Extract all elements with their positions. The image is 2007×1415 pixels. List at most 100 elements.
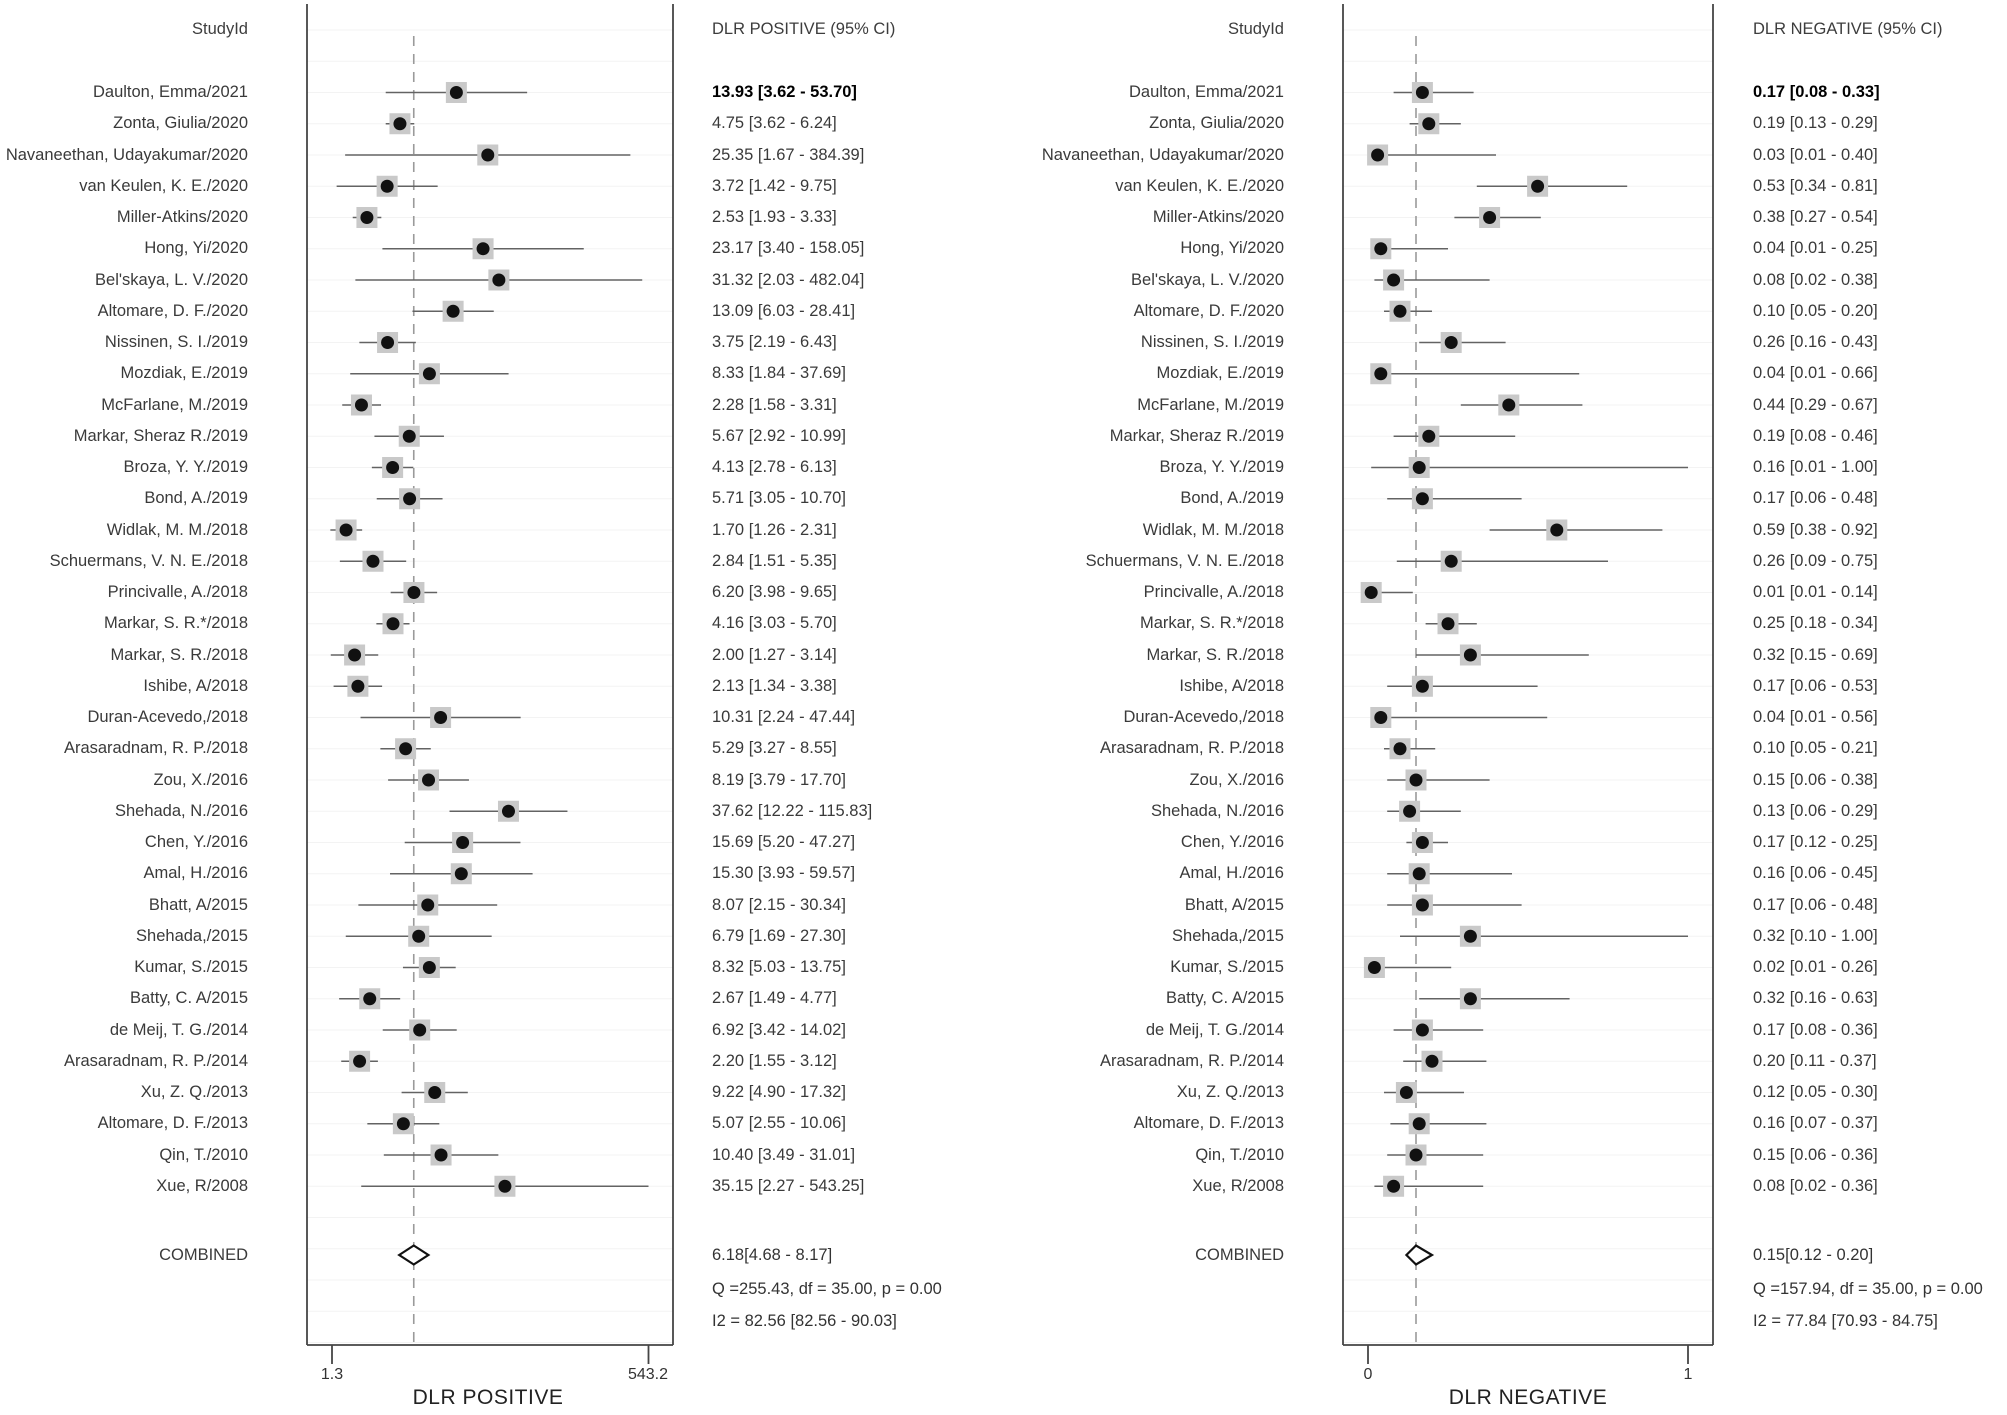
point-estimate-marker — [399, 742, 413, 756]
study-label: Bhatt, A/2015 — [148, 895, 248, 914]
study-label: van Keulen, K. E./2020 — [79, 176, 248, 195]
study-estimate-value: 2.00 [1.27 - 3.14] — [712, 645, 837, 664]
study-label: Altomare, D. F./2013 — [1133, 1114, 1284, 1133]
study-label: Mozdiak, E./2019 — [1156, 364, 1285, 383]
study-estimate-value: 2.67 [1.49 - 4.77] — [712, 989, 837, 1008]
point-estimate-marker — [428, 1086, 442, 1099]
point-estimate-marker — [1483, 211, 1497, 224]
point-estimate-marker — [1409, 773, 1423, 787]
study-estimate-value: 10.40 [3.49 - 31.01] — [712, 1145, 856, 1164]
study-label: Zou, X./2016 — [153, 770, 248, 789]
right-values-header: DLR NEGATIVE (95% CI) — [1753, 20, 1943, 38]
left-studyid-header: StudyId — [192, 20, 248, 38]
right-axis-tick-max: 1 — [1683, 1366, 1693, 1383]
study-estimate-value: 13.93 [3.62 - 53.70] — [712, 83, 857, 101]
study-estimate-value: 4.16 [3.03 - 5.70] — [712, 614, 837, 633]
study-estimate-value: 25.35 [1.67 - 384.39] — [712, 145, 865, 164]
point-estimate-marker — [1393, 742, 1407, 756]
point-estimate-marker — [1387, 1179, 1401, 1193]
point-estimate-marker — [413, 1023, 427, 1037]
study-label: Nissinen, S. I./2019 — [1140, 333, 1284, 351]
study-estimate-value: 0.26 [0.16 - 0.43] — [1753, 333, 1878, 351]
study-label: Hong, Yi/2020 — [144, 239, 248, 258]
left-axis-tick-min: 1.3 — [320, 1366, 344, 1383]
study-label: Altomare, D. F./2020 — [97, 301, 248, 320]
study-label: Qin, T./2010 — [1195, 1145, 1284, 1164]
point-estimate-marker — [1374, 367, 1388, 381]
study-estimate-value: 0.59 [0.38 - 0.92] — [1753, 520, 1878, 539]
study-estimate-value: 0.17 [0.06 - 0.48] — [1753, 489, 1878, 508]
study-estimate-value: 3.75 [2.19 - 6.43] — [712, 333, 837, 351]
study-label: Broza, Y. Y./2019 — [1159, 458, 1284, 476]
study-estimate-value: 10.31 [2.24 - 47.44] — [712, 708, 856, 726]
point-estimate-marker — [498, 1179, 512, 1193]
study-estimate-value: 0.17 [0.06 - 0.48] — [1753, 895, 1878, 914]
study-estimate-value: 8.19 [3.79 - 17.70] — [712, 770, 846, 789]
study-estimate-value: 0.13 [0.06 - 0.29] — [1753, 801, 1878, 820]
point-estimate-marker — [1422, 117, 1436, 131]
study-estimate-value: 6.92 [3.42 - 14.02] — [712, 1020, 846, 1039]
point-estimate-marker — [386, 617, 400, 631]
study-estimate-value: 0.01 [0.01 - 0.14] — [1753, 583, 1878, 601]
study-label: Bhatt, A/2015 — [1184, 895, 1284, 914]
point-estimate-marker — [481, 148, 495, 162]
left-combined-value: 6.18[4.68 - 8.17] — [712, 1246, 833, 1264]
study-estimate-value: 0.15 [0.06 - 0.38] — [1753, 770, 1878, 789]
study-label: Batty, C. A/2015 — [1165, 989, 1284, 1008]
study-label: Xue, R/2008 — [156, 1176, 248, 1195]
study-estimate-value: 5.29 [3.27 - 8.55] — [712, 739, 837, 758]
point-estimate-marker — [1531, 179, 1545, 193]
point-estimate-marker — [396, 1117, 410, 1131]
study-estimate-value: 8.07 [2.15 - 30.34] — [712, 895, 846, 914]
study-estimate-value: 4.75 [3.62 - 6.24] — [712, 114, 837, 133]
study-estimate-value: 0.03 [0.01 - 0.40] — [1753, 145, 1878, 164]
study-estimate-value: 0.17 [0.08 - 0.36] — [1753, 1020, 1878, 1039]
study-estimate-value: 0.25 [0.18 - 0.34] — [1753, 614, 1878, 633]
study-estimate-value: 0.17 [0.12 - 0.25] — [1753, 833, 1878, 851]
point-estimate-marker — [449, 86, 463, 99]
point-estimate-marker — [1444, 554, 1458, 568]
study-estimate-value: 0.19 [0.13 - 0.29] — [1753, 114, 1878, 133]
study-estimate-value: 2.13 [1.34 - 3.38] — [712, 676, 837, 695]
point-estimate-marker — [1399, 1086, 1413, 1099]
study-label: Broza, Y. Y./2019 — [123, 458, 248, 476]
point-estimate-marker — [1502, 398, 1516, 412]
point-estimate-marker — [422, 773, 436, 787]
combined-diamond — [1404, 1244, 1435, 1266]
point-estimate-marker — [1371, 148, 1385, 162]
study-label: Markar, S. R./2018 — [1146, 645, 1284, 664]
study-estimate-value: 0.02 [0.01 - 0.26] — [1753, 958, 1878, 976]
study-estimate-value: 5.67 [2.92 - 10.99] — [712, 426, 846, 445]
study-label: Xue, R/2008 — [1192, 1176, 1284, 1195]
point-estimate-marker — [354, 398, 368, 412]
point-estimate-marker — [393, 117, 407, 131]
point-estimate-marker — [1550, 523, 1564, 537]
study-estimate-value: 1.70 [1.26 - 2.31] — [712, 520, 837, 539]
study-estimate-value: 0.12 [0.05 - 0.30] — [1753, 1083, 1878, 1101]
study-label: Markar, S. R./2018 — [110, 645, 248, 664]
right-axis-tick-min: 0 — [1363, 1366, 1373, 1383]
point-estimate-marker — [1412, 867, 1426, 881]
study-estimate-value: 0.16 [0.01 - 1.00] — [1753, 458, 1878, 476]
study-label: Widlak, M. M./2018 — [106, 520, 248, 539]
study-estimate-value: 37.62 [12.22 - 115.83] — [712, 801, 873, 820]
study-label: Kumar, S./2015 — [134, 958, 248, 976]
study-label: Xu, Z. Q./2013 — [1176, 1083, 1284, 1101]
study-label: Ishibe, A/2018 — [1179, 676, 1284, 695]
right-combined-value: 0.15[0.12 - 0.20] — [1753, 1246, 1874, 1264]
study-estimate-value: 2.28 [1.58 - 3.31] — [712, 395, 837, 414]
study-estimate-value: 0.38 [0.27 - 0.54] — [1753, 208, 1878, 226]
study-label: Xu, Z. Q./2013 — [140, 1083, 248, 1101]
left-axis-title: DLR POSITIVE — [412, 1386, 564, 1409]
point-estimate-marker — [381, 336, 395, 349]
point-estimate-marker — [363, 992, 377, 1006]
point-estimate-marker — [353, 1054, 367, 1068]
study-estimate-value: 3.72 [1.42 - 9.75] — [712, 176, 837, 195]
study-estimate-value: 15.30 [3.93 - 59.57] — [712, 864, 856, 883]
point-estimate-marker — [1463, 992, 1477, 1006]
study-estimate-value: 8.32 [5.03 - 13.75] — [712, 958, 846, 976]
point-estimate-marker — [1374, 242, 1388, 256]
study-estimate-value: 0.32 [0.10 - 1.00] — [1753, 926, 1878, 945]
left-axis-tick-max: 543.2 — [627, 1366, 669, 1383]
